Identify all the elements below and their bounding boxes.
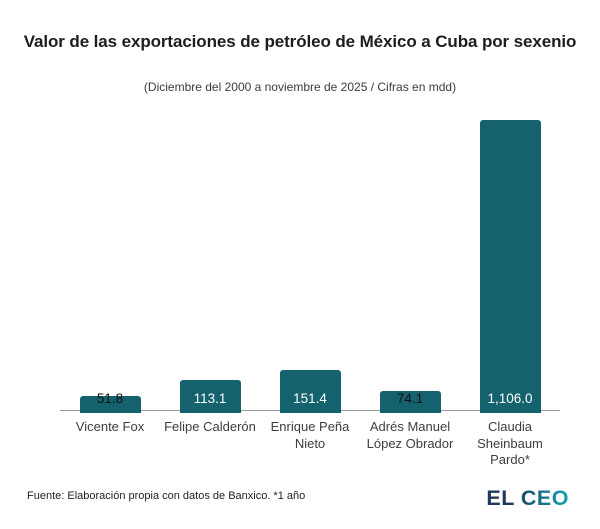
axis-label-sheinbaum: Claudia Sheinbaum Pardo*: [477, 419, 543, 467]
source-note: Fuente: Elaboración propia con datos de …: [27, 490, 306, 502]
value-label-vicente-fox: 51.8: [96, 391, 124, 406]
logo-el-text: EL: [486, 486, 515, 510]
axis-label-vicente-fox: Vicente Fox: [75, 419, 145, 434]
value-label-lopez-obrador: 74.1: [396, 391, 424, 406]
bar-lopez-obrador: [379, 390, 441, 413]
bar-vicente-fox: [79, 396, 141, 413]
value-label-sheinbaum: 1,106.0: [487, 391, 533, 406]
value-label-pena-nieto: 151.4: [293, 391, 327, 406]
axis-label-felipe-calderon: Felipe Calderón: [164, 419, 256, 434]
axis-label-lopez-obrador: Adrés Manuel López Obrador: [366, 419, 454, 451]
el-ceo-logo: EL CEO: [486, 486, 569, 511]
chart-subtitle: (Diciembre del 2000 a noviembre de 2025 …: [143, 80, 457, 94]
bar-enrique-pena-nieto: [279, 370, 341, 413]
logo-ceo-text: CEO: [520, 486, 569, 510]
bar-felipe-calderon: [179, 380, 241, 413]
chart-title: Valor de las exportaciones de petróleo d…: [23, 32, 577, 51]
value-label-felipe-calderon: 113.1: [193, 391, 227, 406]
bar-claudia-sheinbaum: [479, 120, 541, 413]
axis-label-pena-nieto: Enrique Peña Nieto: [270, 419, 350, 451]
